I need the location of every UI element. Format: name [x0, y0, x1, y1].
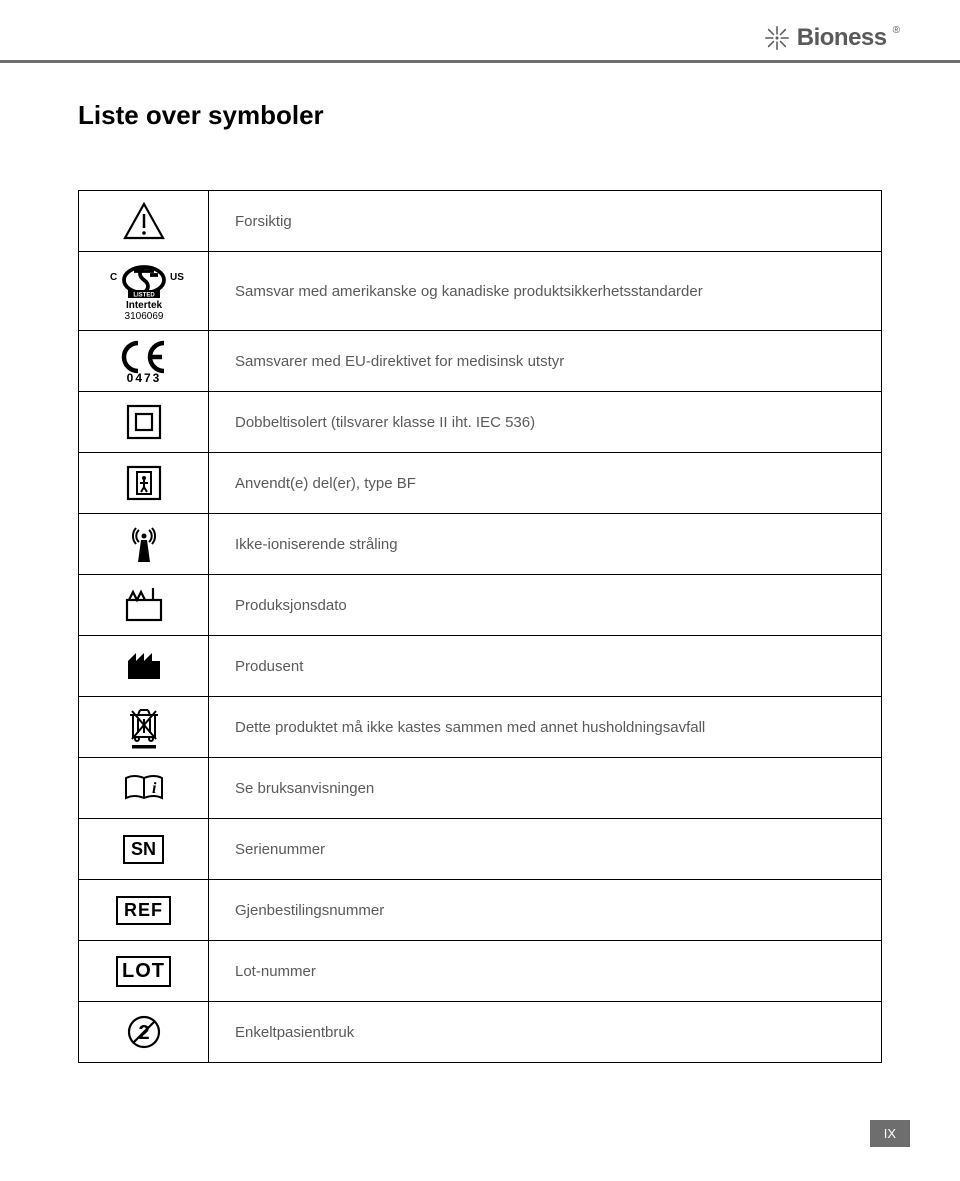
page-title: Liste over symboler [78, 100, 324, 131]
desc-cell: Forsiktig [209, 191, 881, 251]
symbol-cell [79, 453, 209, 513]
table-row: Anvendt(e) del(er), type BF [79, 452, 881, 513]
table-row: Ikke-ioniserende stråling [79, 513, 881, 574]
non-ionizing-radiation-icon [122, 522, 166, 566]
lot-icon: LOT [116, 956, 171, 987]
manufacturer-icon [124, 649, 164, 683]
weee-bin-icon [126, 705, 162, 749]
table-row: LOT Lot-nummer [79, 940, 881, 1001]
table-row: Produksjonsdato [79, 574, 881, 635]
table-row: Produsent [79, 635, 881, 696]
symbol-cell: C US LISTED Intertek 3106069 [79, 252, 209, 330]
intertek-label: Intertek [125, 300, 162, 311]
symbol-cell: LOT [79, 941, 209, 1001]
table-row: Forsiktig [79, 191, 881, 251]
table-row: 2 Enkeltpasientbruk [79, 1001, 881, 1062]
desc-cell: Samsvarer med EU-direktivet for medisins… [209, 331, 881, 391]
desc-cell: Enkeltpasientbruk [209, 1002, 881, 1062]
ref-icon: REF [116, 896, 171, 925]
desc-cell: Dette produktet må ikke kastes sammen me… [209, 697, 881, 757]
double-insulated-icon [125, 403, 163, 441]
single-patient-icon: 2 [126, 1014, 162, 1050]
symbol-cell: SN [79, 819, 209, 879]
desc-cell: Produsent [209, 636, 881, 696]
desc-cell: Se bruksanvisningen [209, 758, 881, 818]
etl-intertek-icon: C US LISTED Intertek 3106069 [96, 258, 192, 324]
warning-icon [123, 202, 165, 240]
desc-cell: Dobbeltisolert (tilsvarer klasse II iht.… [209, 392, 881, 452]
table-row: Dette produktet må ikke kastes sammen me… [79, 696, 881, 757]
page: Bioness ® Liste over symboler Forsiktig … [0, 0, 960, 1181]
symbol-cell [79, 514, 209, 574]
us-label: US [170, 272, 184, 283]
desc-cell: Gjenbestilingsnummer [209, 880, 881, 940]
intertek-code: 3106069 [124, 311, 163, 322]
symbol-cell [79, 636, 209, 696]
desc-cell: Serienummer [209, 819, 881, 879]
ce-mark-icon: 0473 [114, 339, 174, 383]
manufacture-date-icon [123, 586, 165, 624]
desc-cell: Produksjonsdato [209, 575, 881, 635]
svg-text:i: i [152, 780, 157, 797]
desc-cell: Lot-nummer [209, 941, 881, 1001]
symbol-cell: i [79, 758, 209, 818]
desc-cell: Anvendt(e) del(er), type BF [209, 453, 881, 513]
symbol-cell [79, 392, 209, 452]
page-number: IX [870, 1120, 910, 1147]
symbol-cell [79, 697, 209, 757]
symbol-cell: 2 [79, 1002, 209, 1062]
brand-name: Bioness [797, 24, 887, 52]
listed-label: LISTED [133, 293, 155, 299]
header-rule [0, 60, 960, 63]
bioness-star-icon [763, 24, 791, 52]
table-row: SN Serienummer [79, 818, 881, 879]
table-row: Dobbeltisolert (tilsvarer klasse II iht.… [79, 391, 881, 452]
table-row: REF Gjenbestilingsnummer [79, 879, 881, 940]
sn-icon: SN [123, 835, 164, 864]
symbol-cell: 0473 [79, 331, 209, 391]
symbol-cell [79, 191, 209, 251]
desc-cell: Ikke-ioniserende stråling [209, 514, 881, 574]
table-row: C US LISTED Intertek 3106069 Samsvar med… [79, 251, 881, 330]
registered-mark: ® [893, 25, 900, 36]
symbol-table: Forsiktig C US LISTED Intertek 31 [78, 190, 882, 1063]
consult-instructions-icon: i [122, 772, 166, 804]
symbol-cell [79, 575, 209, 635]
type-bf-icon [125, 464, 163, 502]
table-row: 0473 Samsvarer med EU-direktivet for med… [79, 330, 881, 391]
table-row: i Se bruksanvisningen [79, 757, 881, 818]
brand-logo: Bioness ® [763, 24, 900, 52]
ce-code: 0473 [126, 371, 161, 383]
c-label: C [110, 272, 117, 283]
symbol-cell: REF [79, 880, 209, 940]
desc-cell: Samsvar med amerikanske og kanadiske pro… [209, 252, 881, 330]
